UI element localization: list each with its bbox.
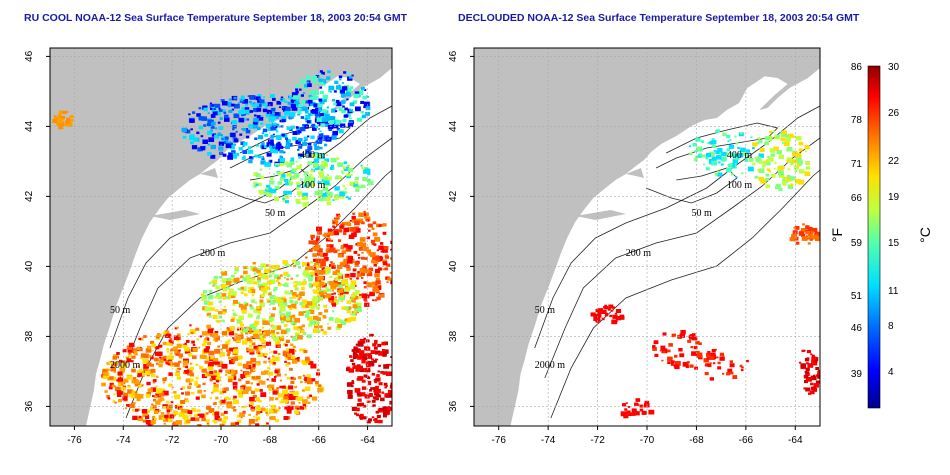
- colorbar-fahrenheit-tick: 66: [851, 193, 863, 204]
- y-tick-label: 44: [448, 120, 459, 132]
- colorbar-fahrenheit-tick: 71: [851, 159, 863, 170]
- contour-label: 400 m: [300, 150, 326, 161]
- contour-label: 400 m: [727, 150, 753, 161]
- y-tick-label: 40: [24, 260, 35, 272]
- y-tick-label: 38: [24, 330, 35, 342]
- colorbar-fahrenheit-tick: 86: [851, 62, 863, 73]
- long-island: [150, 210, 200, 220]
- bathymetry-contour: [109, 105, 392, 349]
- sst-data-patch: [253, 153, 374, 207]
- colorbar-fahrenheit-tick: 78: [851, 115, 863, 126]
- colorbar-fahrenheit-tick: 39: [851, 369, 863, 380]
- contour-label: 200 m: [200, 248, 226, 259]
- colorbar-fahrenheit-tick: 51: [851, 291, 863, 302]
- x-tick-label: -74: [541, 435, 556, 446]
- sst-data-patch: [694, 348, 749, 381]
- x-tick-label: -64: [788, 435, 803, 446]
- cape-cod: [625, 168, 644, 178]
- sst-data-patch: [590, 304, 625, 325]
- x-tick-label: -72: [165, 435, 180, 446]
- x-tick-label: -70: [214, 435, 229, 446]
- contour-label: 2000 m: [110, 360, 141, 371]
- landmass: [50, 48, 392, 426]
- y-tick-label: 36: [24, 400, 35, 412]
- x-tick-label: -76: [491, 435, 506, 446]
- fahrenheit-unit-label: °F: [829, 228, 845, 242]
- colorbar-celsius-tick: 8: [888, 321, 894, 332]
- nova-scotia-land: [318, 48, 392, 110]
- colorbar-fahrenheit-tick: 46: [851, 323, 863, 334]
- colorbar-celsius-tick: 15: [888, 238, 900, 249]
- colorbar-celsius-tick: 19: [888, 192, 900, 203]
- colorbar-gradient: [867, 65, 881, 409]
- sst-data-patch: [798, 349, 820, 395]
- x-tick-label: -66: [311, 435, 326, 446]
- colorbar-celsius-tick: 22: [888, 156, 900, 167]
- y-tick-label: 44: [24, 120, 35, 132]
- x-tick-label: -64: [360, 435, 375, 446]
- right-panel-title: DECLOUDED NOAA-12 Sea Surface Temperatur…: [458, 12, 860, 24]
- contour-label: 200 m: [626, 248, 652, 259]
- contour-label: 100 m: [300, 180, 326, 191]
- contour-label: 50 m: [535, 305, 556, 316]
- cape-cod: [200, 168, 218, 178]
- y-tick-label: 42: [448, 190, 459, 202]
- sst-data-patch: [101, 324, 325, 426]
- x-tick-label: -72: [590, 435, 605, 446]
- contour-label: 2000 m: [535, 360, 566, 371]
- x-tick-label: -68: [263, 435, 278, 446]
- nova-scotia-land: [745, 48, 820, 110]
- left-panel-title: RU COOL NOAA-12 Sea Surface Temperature …: [24, 12, 408, 24]
- x-tick-label: -70: [640, 435, 655, 446]
- y-tick-label: 38: [448, 330, 459, 342]
- x-tick-label: -74: [116, 435, 131, 446]
- x-tick-label: -68: [689, 435, 704, 446]
- contour-label: 50 m: [692, 208, 713, 219]
- y-tick-label: 46: [448, 50, 459, 62]
- sst-data-patch: [291, 70, 371, 130]
- y-tick-label: 40: [448, 260, 459, 272]
- bathymetry-contour: [534, 105, 820, 349]
- x-tick-label: -66: [739, 435, 754, 446]
- sst-data-patch: [789, 223, 820, 245]
- sst-data-patch: [688, 129, 768, 178]
- bathymetry-contour: [544, 137, 820, 379]
- y-tick-label: 46: [24, 50, 35, 62]
- colorbar-celsius-tick: 4: [888, 367, 894, 378]
- contour-label: 100 m: [727, 180, 753, 191]
- y-tick-label: 42: [24, 190, 35, 202]
- sst-data-patch: [346, 333, 392, 424]
- left-map-panel: 400 m 100 m 50 m 200 m 50 m 2000 m -76 -74 -72 -7…: [24, 47, 393, 446]
- colorbar-fahrenheit-tick: 59: [851, 238, 863, 249]
- sst-data-patch: [200, 259, 362, 342]
- x-tick-label: -76: [67, 435, 82, 446]
- bathymetry-contour: [645, 167, 738, 204]
- colorbar-celsius-tick: 30: [888, 62, 900, 73]
- celsius-unit-label: °C: [917, 227, 933, 243]
- y-tick-label: 36: [448, 400, 459, 412]
- landmass: [474, 48, 820, 426]
- sst-data-patch: [752, 130, 811, 191]
- colorbar: 86 78 71 66 59 51 46 39 30 26 22 19 15 11 8 4 °F °C: [829, 62, 933, 409]
- colorbar-celsius-tick: 11: [888, 286, 899, 297]
- contour-label: 50 m: [265, 208, 286, 219]
- sst-data-patch: [652, 330, 703, 370]
- colorbar-celsius-tick: 26: [888, 108, 900, 119]
- contour-label: 50 m: [110, 305, 131, 316]
- long-island: [575, 210, 626, 220]
- right-map-panel: 400 m 100 m 50 m 200 m 50 m 2000 m -76 -74 -72 -7…: [448, 47, 821, 446]
- sst-data-patch: [52, 110, 74, 130]
- bathymetry-contour: [550, 169, 820, 419]
